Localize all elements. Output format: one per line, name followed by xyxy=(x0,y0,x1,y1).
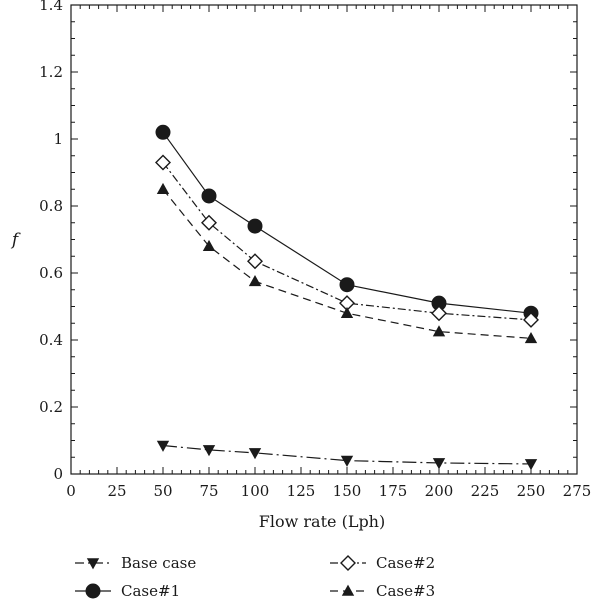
data-point xyxy=(431,305,447,322)
legend-label: Case#1 xyxy=(121,582,180,599)
x-tick-label: 0 xyxy=(66,482,76,500)
x-tick-label: 125 xyxy=(287,482,316,500)
data-point xyxy=(432,458,446,470)
x-tick-label: 100 xyxy=(241,482,270,500)
legend-marker xyxy=(85,583,101,599)
legend-marker xyxy=(340,555,356,571)
series-line xyxy=(162,444,532,465)
x-tick-label: 75 xyxy=(199,482,218,500)
x-tick-label: 275 xyxy=(563,482,592,500)
legend-label: Base case xyxy=(121,554,196,572)
x-tick-label: 250 xyxy=(517,482,546,500)
data-point xyxy=(155,154,171,171)
data-point xyxy=(248,275,262,287)
legend-item: Case#1 xyxy=(75,582,180,600)
data-point xyxy=(524,459,538,471)
x-tick-label: 200 xyxy=(425,482,454,500)
data-point xyxy=(201,214,217,231)
x-tick-label: 225 xyxy=(471,482,500,500)
legend-label: Case#2 xyxy=(376,554,435,572)
y-tick-label: 0 xyxy=(53,465,63,483)
y-tick-label: 0.8 xyxy=(39,197,63,215)
legend-item: Base case xyxy=(75,554,196,572)
x-axis-label: Flow rate (Lph) xyxy=(259,512,385,531)
y-tick-label: 0.6 xyxy=(39,264,63,282)
data-point xyxy=(524,332,538,344)
y-tick-label: 0.4 xyxy=(39,331,63,349)
x-tick-label: 175 xyxy=(379,482,408,500)
y-tick-label: 0.2 xyxy=(39,398,63,416)
series-group xyxy=(155,124,539,471)
y-tick-label: 1.4 xyxy=(39,0,63,14)
data-point xyxy=(202,239,216,252)
x-tick-label: 25 xyxy=(107,482,126,500)
data-point xyxy=(155,124,171,140)
data-point xyxy=(156,182,170,195)
legend-marker xyxy=(341,584,355,596)
y-tick-label: 1 xyxy=(53,130,63,148)
series-base-case xyxy=(156,440,538,471)
data-point xyxy=(201,188,217,204)
data-point xyxy=(247,253,263,270)
x-tick-label: 150 xyxy=(333,482,362,500)
series-case-3 xyxy=(156,182,538,344)
legend-label: Case#3 xyxy=(376,582,435,599)
series-case-2 xyxy=(155,154,539,328)
data-point xyxy=(340,306,354,319)
data-point xyxy=(339,277,355,293)
data-point xyxy=(202,445,216,457)
legend-item: Case#2 xyxy=(330,554,435,572)
plot-frame xyxy=(70,4,578,475)
y-axis-label: f xyxy=(10,230,21,250)
legend: Base case Case#1 Case#2 Case#3 xyxy=(75,554,435,600)
data-point xyxy=(156,440,170,452)
data-point xyxy=(247,218,263,234)
y-tick-label: 1.2 xyxy=(39,63,63,81)
axes: 0 25 50 75 100 125 150 175 200 225 250 275 0 0.2 0.4 0.… xyxy=(39,0,591,500)
legend-item: Case#3 xyxy=(330,582,435,600)
legend-marker xyxy=(86,558,100,570)
x-tick-label: 50 xyxy=(153,482,172,500)
data-point xyxy=(340,455,354,467)
data-point xyxy=(248,448,262,460)
series-line xyxy=(162,131,532,314)
data-point xyxy=(523,311,539,328)
data-point xyxy=(432,325,446,337)
